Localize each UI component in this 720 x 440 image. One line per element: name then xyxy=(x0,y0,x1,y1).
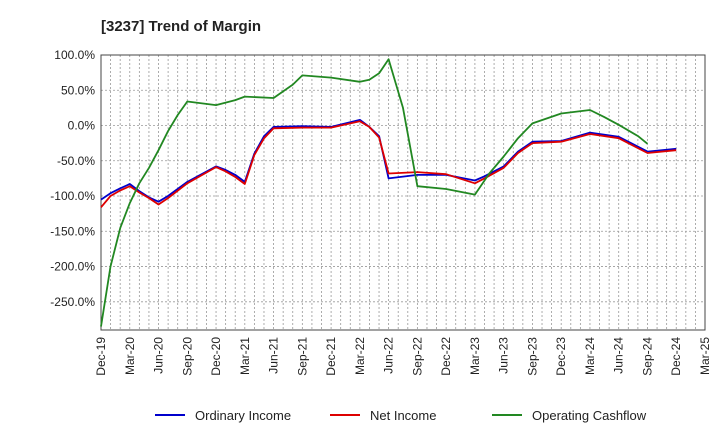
x-axis: Dec-19 Mar-20 Jun-20 Sep-20 Dec-20 Mar-21 Jun-… xyxy=(94,337,712,376)
x-tick-label: Mar-24 xyxy=(583,337,597,375)
grid xyxy=(100,54,706,330)
y-tick-label: -150.0% xyxy=(50,224,95,238)
x-tick-label: Mar-25 xyxy=(698,337,712,375)
legend-label-net-income: Net Income xyxy=(370,408,436,423)
x-tick-label: Jun-20 xyxy=(152,337,166,374)
series-line-operating-cashflow xyxy=(100,58,649,327)
x-tick-label: Dec-19 xyxy=(94,337,108,376)
x-tick-label: Mar-21 xyxy=(238,337,252,375)
legend-label-ordinary-income: Ordinary Income xyxy=(195,408,291,423)
x-tick-label: Jun-21 xyxy=(267,337,281,374)
x-tick-label: Dec-23 xyxy=(554,337,568,376)
y-tick-label: 50.0% xyxy=(61,83,95,97)
x-tick-label: Mar-22 xyxy=(353,337,367,375)
x-tick-label: Mar-23 xyxy=(468,337,482,375)
y-tick-label: -200.0% xyxy=(50,260,95,274)
y-tick-label: -100.0% xyxy=(50,189,95,203)
chart-title: [3237] Trend of Margin xyxy=(101,18,261,35)
y-tick-label: 100.0% xyxy=(54,48,95,62)
plot-frame xyxy=(100,54,706,331)
x-tick-label: Sep-22 xyxy=(410,337,424,376)
x-tick-label: Jun-24 xyxy=(612,337,626,374)
x-tick-label: Mar-20 xyxy=(123,337,137,375)
y-tick-label: 0.0% xyxy=(68,119,96,133)
x-tick-label: Dec-20 xyxy=(209,337,223,376)
x-tick-label: Dec-24 xyxy=(669,337,683,376)
x-tick-label: Jun-23 xyxy=(497,337,511,374)
y-tick-label: -250.0% xyxy=(50,295,95,309)
x-tick-label: Dec-22 xyxy=(439,337,453,376)
y-axis: 100.0% 50.0% 0.0% -50.0% -100.0% -150.0% -200.… xyxy=(50,48,95,309)
series-line-ordinary-income xyxy=(100,119,677,203)
x-tick-label: Sep-23 xyxy=(525,337,539,376)
x-tick-label: Jun-22 xyxy=(382,337,396,374)
x-tick-label: Sep-20 xyxy=(180,337,194,376)
series-line-net-income xyxy=(100,120,677,208)
legend-label-operating-cashflow: Operating Cashflow xyxy=(532,408,647,423)
series xyxy=(100,58,677,327)
x-tick-label: Sep-21 xyxy=(295,337,309,376)
legend: Ordinary Income Net Income Operating Cashf… xyxy=(155,408,647,423)
x-tick-label: Dec-21 xyxy=(324,337,338,376)
y-tick-label: -50.0% xyxy=(57,154,95,168)
x-tick-label: Sep-24 xyxy=(640,337,654,376)
